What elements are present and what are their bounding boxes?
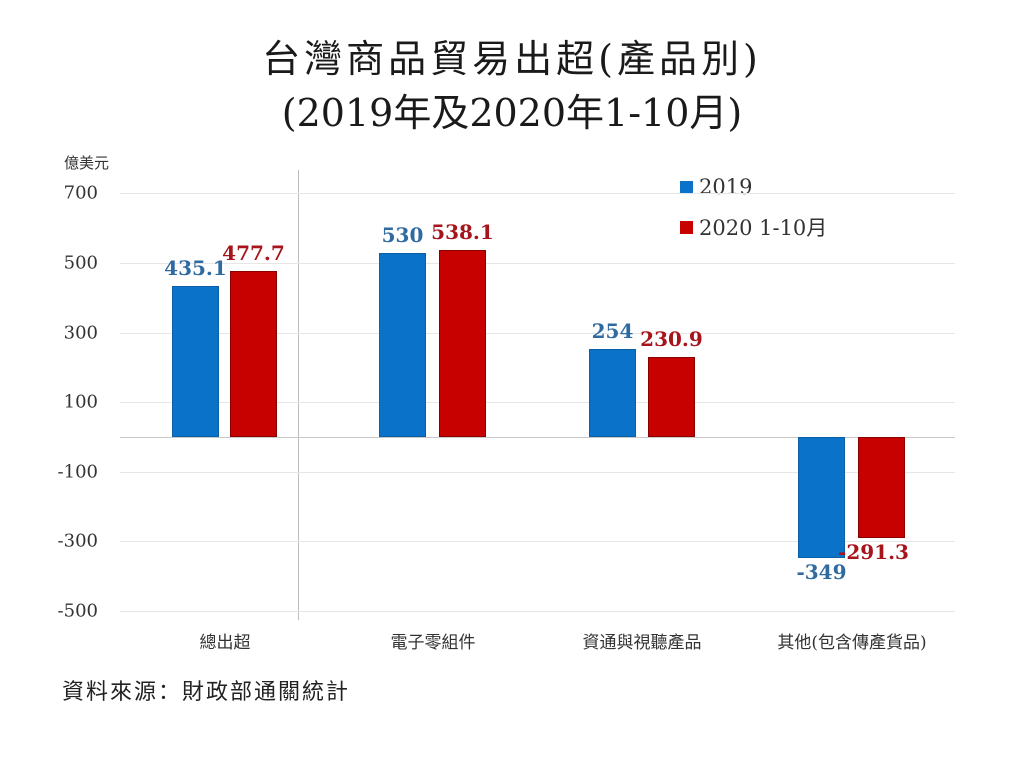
legend-item-2020: 2020 1-10月 bbox=[680, 210, 827, 244]
bar-s2020-3 bbox=[858, 437, 905, 538]
bar-s2019-3 bbox=[798, 437, 845, 558]
y-axis-unit-label: 億美元 bbox=[64, 154, 110, 172]
value-label: 435.1 bbox=[164, 256, 227, 280]
value-label: 477.7 bbox=[222, 241, 285, 265]
y-tick-label: 100 bbox=[63, 391, 98, 413]
gridline bbox=[120, 402, 955, 403]
y-tick-label: -300 bbox=[57, 530, 98, 552]
y-tick-label: 700 bbox=[63, 182, 98, 204]
gridline bbox=[120, 333, 955, 334]
gridline bbox=[120, 263, 955, 264]
legend: 2019 2020 1-10月 bbox=[680, 170, 827, 250]
bar-s2020-1 bbox=[439, 250, 486, 437]
bar-s2019-0 bbox=[172, 286, 219, 437]
legend-label: 2019 bbox=[699, 175, 753, 199]
bar-s2020-0 bbox=[230, 271, 277, 437]
vertical-separator bbox=[298, 170, 299, 620]
value-label: -349 bbox=[796, 560, 847, 584]
value-label: 538.1 bbox=[431, 220, 494, 244]
value-label: -291.3 bbox=[838, 540, 909, 564]
zero-axis-line bbox=[120, 437, 955, 438]
y-tick-label: -500 bbox=[57, 600, 98, 622]
legend-label: 2020 1-10月 bbox=[699, 216, 828, 240]
gridline bbox=[120, 193, 955, 194]
gridline bbox=[120, 472, 955, 473]
value-label: 254 bbox=[591, 319, 634, 343]
source-note: 資料來源：財政部通關統計 bbox=[62, 680, 351, 705]
bar-s2020-2 bbox=[648, 357, 695, 437]
gridline bbox=[120, 611, 955, 612]
value-label: 530 bbox=[381, 223, 424, 247]
gridline bbox=[120, 541, 955, 542]
chart-subtitle: (2019年及2020年1-10月) bbox=[281, 91, 743, 135]
legend-swatch-2019 bbox=[680, 180, 693, 194]
bar-s2019-2 bbox=[589, 349, 636, 437]
category-label: 總出超 bbox=[199, 633, 251, 653]
chart-title: 台灣商品貿易出超(產品別) bbox=[262, 37, 762, 81]
legend-swatch-2020 bbox=[680, 220, 693, 234]
category-label: 資通與視聽產品 bbox=[582, 633, 702, 653]
category-label: 其他(包含傳產貨品) bbox=[777, 633, 927, 653]
legend-item-2019: 2019 bbox=[680, 170, 827, 204]
y-tick-label: 500 bbox=[63, 252, 98, 274]
bar-s2019-1 bbox=[379, 253, 426, 437]
y-tick-label: -100 bbox=[57, 461, 98, 483]
y-tick-label: 300 bbox=[63, 322, 98, 344]
category-label: 電子零組件 bbox=[390, 633, 476, 653]
value-label: 230.9 bbox=[640, 327, 703, 351]
